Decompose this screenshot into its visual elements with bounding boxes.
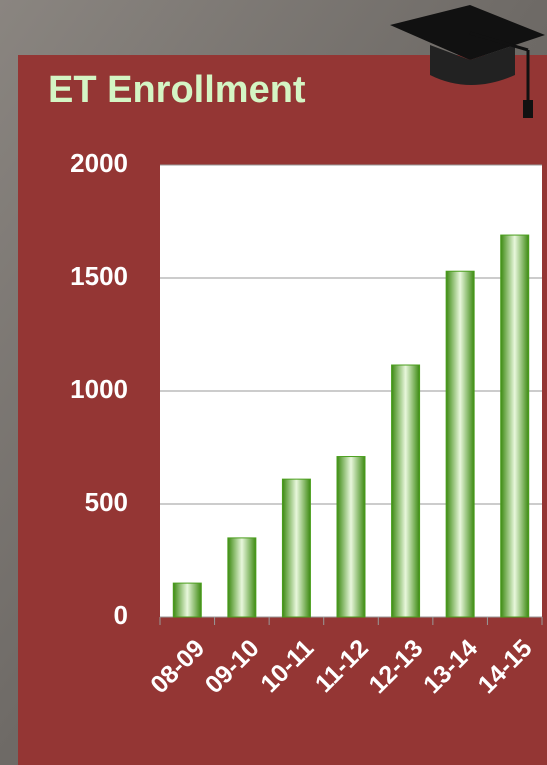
y-tick-label: 500 bbox=[85, 487, 128, 517]
bar bbox=[391, 364, 421, 618]
y-tick-label: 1500 bbox=[70, 261, 128, 291]
y-tick-label: 2000 bbox=[70, 148, 128, 178]
y-tick-label: 1000 bbox=[70, 374, 128, 404]
bar bbox=[172, 582, 202, 618]
chart-title: ET Enrollment bbox=[48, 69, 306, 111]
graduation-cap bbox=[390, 5, 545, 118]
bar bbox=[336, 456, 366, 618]
bar bbox=[227, 537, 257, 618]
bar bbox=[281, 478, 311, 618]
y-tick-label: 0 bbox=[114, 600, 128, 630]
bar bbox=[445, 270, 475, 618]
bar bbox=[500, 234, 530, 618]
